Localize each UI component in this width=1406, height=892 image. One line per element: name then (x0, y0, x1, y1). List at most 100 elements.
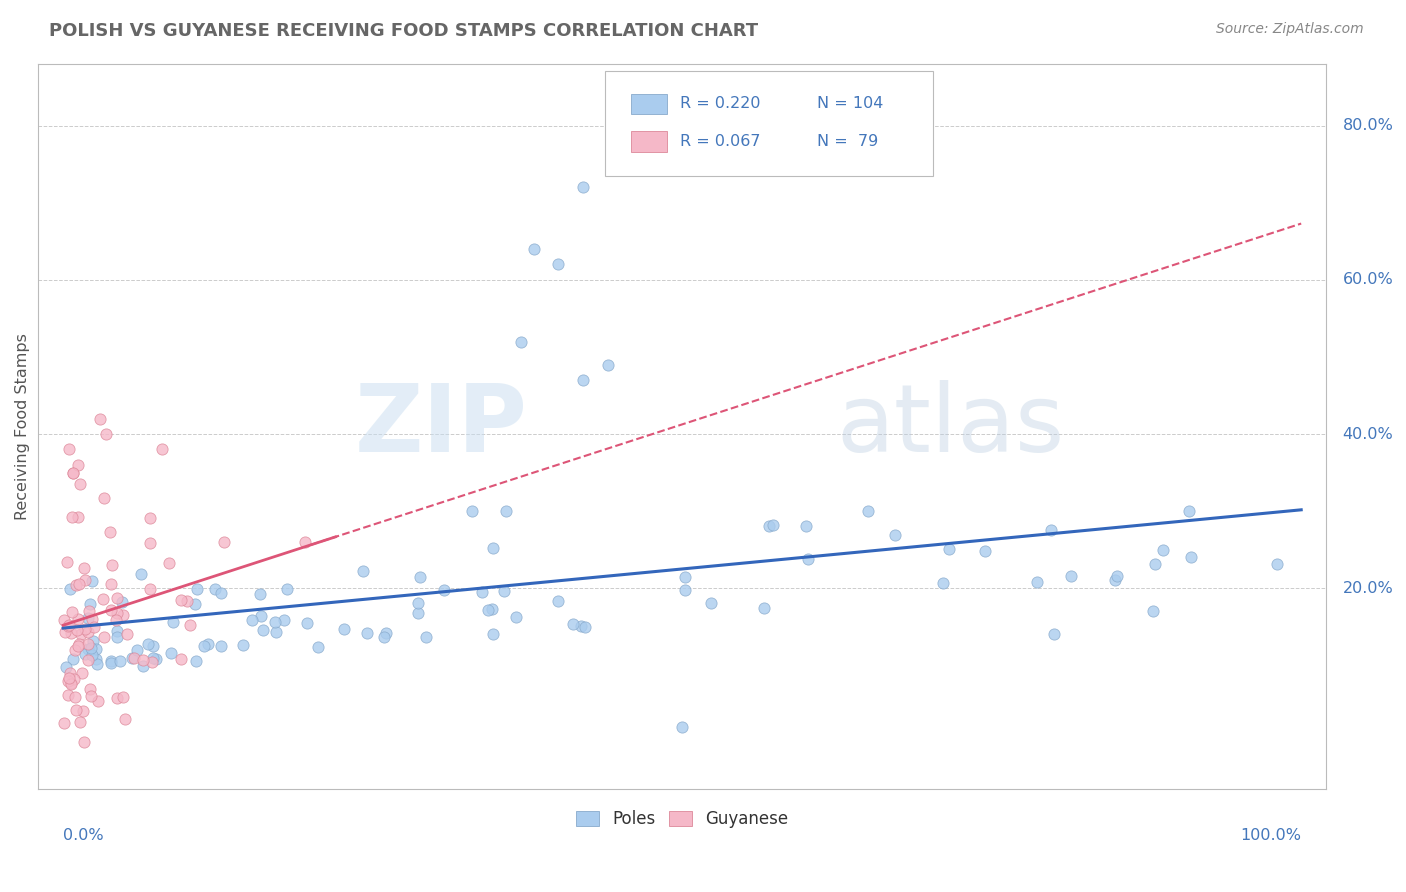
Point (77, 637, 100, 651)
Text: atlas: atlas (837, 380, 1064, 472)
Point (752, 600, 775, 615)
Point (1180, 550, 1202, 565)
Point (481, 602, 503, 616)
Point (974, 544, 997, 558)
Point (87, 694, 110, 708)
Point (75, 648, 97, 662)
Point (673, 582, 696, 597)
Point (76, 624, 98, 639)
Point (72, 705, 94, 719)
Point (111, 690, 134, 705)
Text: R = 0.067: R = 0.067 (679, 134, 761, 149)
Point (60, 605, 83, 619)
Point (758, 519, 780, 533)
Point (66, 458, 89, 472)
Point (477, 603, 499, 617)
Point (58, 671, 80, 685)
Point (145, 652, 167, 666)
Point (273, 614, 295, 628)
Point (65, 578, 87, 592)
Point (79, 682, 101, 697)
Point (184, 597, 207, 611)
Point (373, 630, 395, 644)
Point (276, 582, 298, 597)
Text: 80.0%: 80.0% (1343, 119, 1393, 133)
Point (415, 630, 437, 644)
Point (264, 615, 287, 629)
Point (67, 636, 90, 650)
Point (307, 640, 329, 655)
Point (157, 556, 180, 570)
Point (505, 610, 527, 624)
Point (82, 612, 104, 626)
Point (249, 609, 271, 624)
Text: 60.0%: 60.0% (1343, 272, 1393, 287)
Point (112, 608, 135, 623)
Point (83, 620, 105, 634)
Point (132, 653, 155, 667)
Text: N =  79: N = 79 (817, 134, 879, 149)
Point (204, 582, 226, 596)
Point (100, 654, 122, 668)
Point (142, 639, 165, 653)
Point (138, 535, 160, 549)
Point (89, 411, 111, 425)
Point (142, 650, 165, 665)
Point (100, 603, 122, 617)
Point (460, 504, 482, 518)
Point (1040, 523, 1063, 537)
Text: Source: ZipAtlas.com: Source: ZipAtlas.com (1216, 22, 1364, 37)
Point (406, 606, 429, 620)
Point (66, 509, 89, 524)
Point (80, 689, 103, 703)
Point (105, 630, 128, 644)
Point (211, 640, 233, 654)
Point (547, 593, 569, 607)
Point (53, 613, 76, 627)
Text: 100.0%: 100.0% (1240, 829, 1301, 844)
Point (59, 677, 82, 691)
Point (150, 442, 173, 457)
Point (482, 541, 505, 555)
Point (232, 638, 254, 652)
Point (75, 574, 97, 588)
Point (179, 618, 201, 632)
Point (596, 358, 619, 372)
Point (482, 627, 505, 641)
Point (105, 591, 128, 605)
Point (93, 631, 115, 645)
Point (574, 620, 596, 634)
Point (100, 576, 122, 591)
Point (86, 657, 108, 671)
Point (197, 637, 219, 651)
Point (522, 242, 544, 256)
Point (65, 642, 87, 657)
Point (66, 623, 89, 637)
Point (186, 582, 208, 596)
Point (62, 466, 84, 480)
Point (77, 641, 100, 656)
Point (67, 612, 90, 626)
Point (212, 535, 235, 549)
Point (69, 477, 91, 491)
Point (121, 650, 143, 665)
Point (176, 594, 198, 608)
Point (1105, 569, 1128, 583)
Point (127, 643, 149, 657)
Point (1265, 557, 1288, 571)
Point (86, 642, 108, 657)
Point (58, 618, 80, 632)
Point (797, 552, 820, 566)
Point (98, 525, 121, 540)
Point (84, 652, 107, 666)
Point (408, 596, 430, 610)
Point (209, 586, 232, 600)
Point (252, 623, 274, 637)
Point (492, 583, 515, 598)
Point (59, 665, 82, 680)
Point (79, 597, 101, 611)
Point (294, 535, 316, 549)
Point (63, 690, 86, 704)
Point (547, 257, 569, 271)
Text: N = 104: N = 104 (817, 96, 884, 112)
